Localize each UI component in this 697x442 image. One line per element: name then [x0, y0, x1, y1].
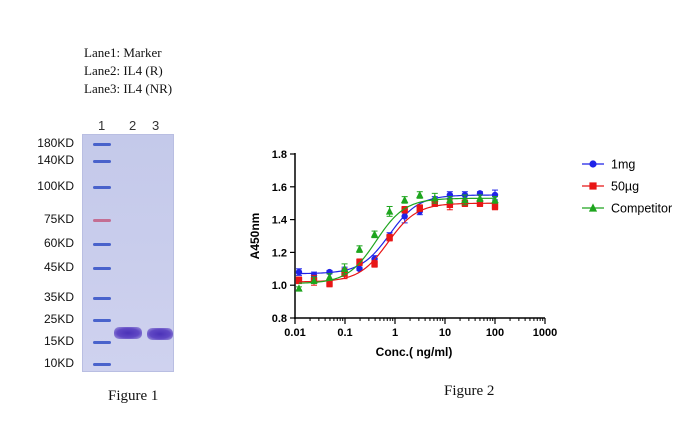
- lane-legend-line: Lane3: IL4 (NR): [84, 81, 173, 96]
- figure1-caption: Figure 1: [108, 388, 159, 404]
- lane-number: 1: [98, 118, 106, 133]
- data-point-triangle: [461, 195, 469, 204]
- lane-number: 3: [152, 118, 160, 133]
- legend-marker: [589, 160, 597, 168]
- x-tick-label: 1: [392, 327, 398, 339]
- ladder-band: [93, 186, 111, 189]
- data-point-square: [446, 201, 454, 209]
- ladder-band: [93, 219, 111, 222]
- data-point-triangle: [310, 276, 318, 284]
- data-point-triangle: [476, 194, 484, 202]
- x-tick-label: 0.1: [337, 327, 352, 339]
- lane-legend: Lane1: Marker Lane2: IL4 (R) Lane3: IL4 …: [84, 44, 172, 98]
- data-point-circle: [356, 265, 363, 272]
- data-point-triangle: [325, 272, 334, 281]
- data-point-circle: [401, 213, 408, 220]
- mw-label: 35KD: [43, 290, 74, 304]
- data-point-square: [295, 277, 303, 284]
- data-point-circle: [295, 268, 303, 276]
- x-axis-title: Conc.( ng/ml): [376, 345, 453, 359]
- mw-label: 60KD: [43, 236, 74, 250]
- lane-legend-line: Lane2: IL4 (R): [84, 63, 163, 78]
- mw-label: 10KD: [43, 356, 74, 370]
- data-point-square: [386, 234, 393, 241]
- legend-marker: [589, 182, 597, 190]
- data-point-square: [401, 206, 408, 213]
- x-tick-label: 0.01: [284, 327, 305, 339]
- ladder-band: [93, 267, 111, 270]
- x-tick-label: 1000: [533, 327, 557, 339]
- y-axis-title: A450nm: [248, 213, 262, 260]
- legend-label: Competitor: [611, 202, 672, 216]
- mw-label: 25KD: [43, 312, 74, 326]
- data-point-square: [371, 260, 378, 268]
- data-point-triangle: [400, 195, 409, 204]
- figure2-caption: Figure 2: [444, 383, 495, 399]
- lane-number: 2: [129, 118, 137, 133]
- data-point-triangle: [491, 195, 499, 204]
- mw-label: 100KD: [37, 179, 74, 193]
- ladder-band: [93, 143, 111, 146]
- data-point-triangle: [446, 195, 454, 204]
- ladder-band: [93, 297, 111, 300]
- lane-legend-line: Lane1: Marker: [84, 45, 162, 60]
- data-point-triangle: [385, 207, 394, 215]
- ladder-band: [93, 341, 111, 344]
- legend-marker: [588, 203, 598, 212]
- ladder-band: [93, 160, 111, 163]
- ladder-band: [93, 319, 111, 322]
- sds-page-gel: [82, 134, 174, 372]
- legend-label: 1mg: [611, 158, 635, 172]
- data-point-triangle: [431, 194, 439, 202]
- y-tick-label: 1.4: [272, 215, 288, 227]
- data-point-triangle: [355, 244, 364, 253]
- x-tick-label: 10: [439, 327, 451, 339]
- mw-label: 75KD: [43, 212, 74, 226]
- y-tick-label: 1.0: [272, 280, 287, 292]
- data-point-triangle: [416, 190, 424, 199]
- ladder-band: [93, 243, 111, 246]
- mw-label: 15KD: [43, 334, 74, 348]
- data-point-square: [491, 203, 499, 210]
- y-tick-label: 1.8: [272, 149, 287, 161]
- data-point-square: [416, 204, 423, 212]
- x-tick-label: 100: [486, 327, 504, 339]
- sample-band-reduced: [114, 327, 142, 339]
- mw-label: 45KD: [43, 260, 74, 274]
- data-point-triangle: [340, 264, 349, 272]
- mw-label: 180KD: [37, 136, 74, 150]
- data-point-triangle: [370, 230, 379, 238]
- y-tick-label: 1.6: [272, 182, 287, 194]
- y-tick-label: 0.8: [272, 313, 287, 325]
- data-point-triangle: [295, 284, 303, 292]
- sample-band-nonreduced: [147, 328, 173, 340]
- y-tick-label: 1.2: [272, 247, 287, 259]
- mw-label: 140KD: [37, 153, 74, 167]
- ladder-band: [93, 363, 111, 366]
- legend-label: 50µg: [611, 180, 639, 194]
- data-point-square: [476, 200, 484, 207]
- data-point-square: [326, 280, 333, 287]
